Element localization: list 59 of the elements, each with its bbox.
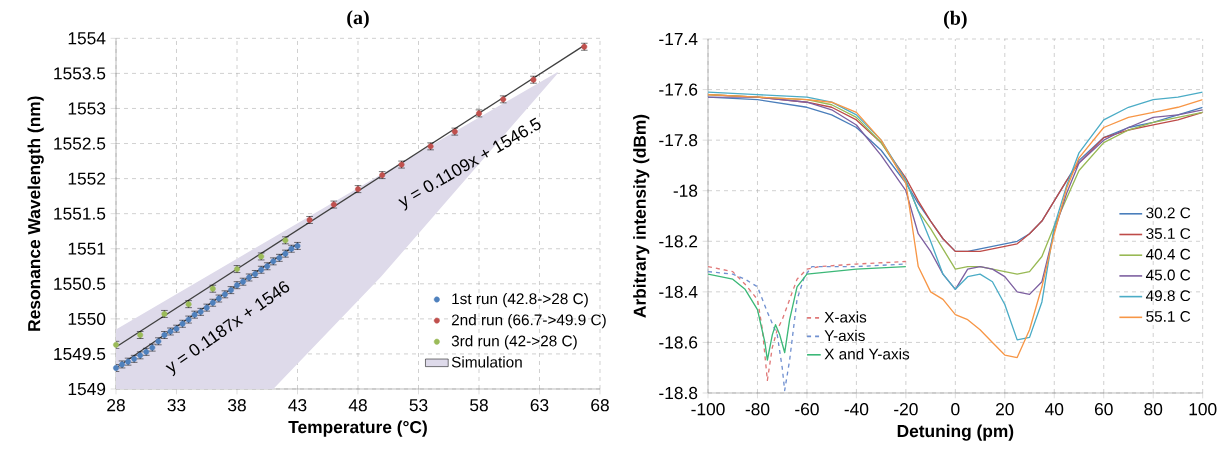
y-tick-label: -18.8 (659, 386, 698, 400)
y-tick-label: 1551 (68, 242, 106, 255)
y-tick-label: -18.4 (659, 285, 698, 298)
y-tick-label: -17.6 (659, 83, 698, 96)
x-tick-label: -80 (745, 403, 770, 416)
x-tick-label: 100 (1189, 403, 1217, 416)
x-tick-label: 20 (996, 403, 1014, 416)
y-axis-title: Resonance Wavelength (nm) (27, 96, 44, 331)
y-tick-label: 1549 (68, 382, 106, 396)
x-axis-title: Detuning (pm) (897, 424, 1014, 441)
legend-label: 30.2 C (1146, 207, 1191, 219)
x-tick-label: 0 (951, 403, 960, 416)
x-tick-label: 28 (107, 399, 125, 412)
chart-title: (a) (347, 10, 369, 29)
y-tick-label: 1552.5 (54, 137, 106, 150)
y-tick-label: 1549.5 (54, 347, 106, 361)
y-tick-label: 1550 (68, 312, 106, 325)
legend-label: 1st run (42.8->28 C) (452, 292, 588, 308)
legend-label: X-axis (824, 311, 867, 323)
legend-label: 55.1 C (1146, 310, 1191, 322)
x-tick-label: -60 (795, 403, 819, 416)
legend-label: 35.1 C (1146, 228, 1191, 239)
legend-label: X and Y-axis (824, 348, 910, 360)
legend-label: 40.4 C (1145, 248, 1191, 260)
legend-label: Simulation (451, 356, 522, 368)
x-tick-label: 53 (409, 399, 428, 412)
x-tick-label: 40 (1045, 403, 1064, 416)
x-tick-label: 60 (1094, 403, 1113, 416)
y-axis-title: Arbitrary intensity (dBm) (633, 114, 650, 318)
x-tick-label: 38 (228, 399, 246, 412)
x-tick-label: 48 (348, 399, 367, 412)
chart-title: (b) (944, 10, 967, 29)
x-tick-label: 80 (1144, 403, 1163, 416)
y-tick-label: 1553.5 (54, 67, 106, 80)
line-series (708, 265, 907, 361)
y-tick-label: -17.8 (659, 134, 698, 147)
x-tick-label: -20 (894, 403, 918, 416)
y-tick-label: 1552 (68, 172, 106, 185)
x-tick-label: 68 (591, 399, 609, 412)
legend-label: 3rd run (42->28 C) (451, 335, 577, 350)
x-tick-label: 58 (470, 399, 488, 412)
y-tick-label: -18.2 (659, 235, 698, 248)
y-tick-label: 1554 (68, 32, 106, 45)
x-axis-title: Temperature (°C) (288, 420, 427, 437)
y-tick-label: 1550.5 (54, 277, 106, 290)
legend-label: Y-axis (824, 329, 865, 342)
y-tick-label: -18 (673, 184, 698, 197)
legend-label: 45.0 C (1145, 269, 1191, 281)
x-tick-label: 33 (167, 399, 186, 412)
y-tick-label: 1551.5 (54, 207, 106, 220)
x-tick-label: 43 (288, 399, 307, 412)
y-tick-label: -18.6 (659, 336, 698, 349)
x-tick-label: -40 (844, 403, 869, 416)
y-tick-label: -17.4 (659, 33, 698, 45)
legend-label: 49.8 C (1145, 290, 1191, 302)
y-tick-label: 1553 (68, 102, 106, 115)
x-tick-label: -100 (691, 403, 725, 416)
x-tick-label: 63 (530, 399, 549, 412)
legend-label: 2nd run (66.7->49.9 C) (451, 314, 606, 329)
